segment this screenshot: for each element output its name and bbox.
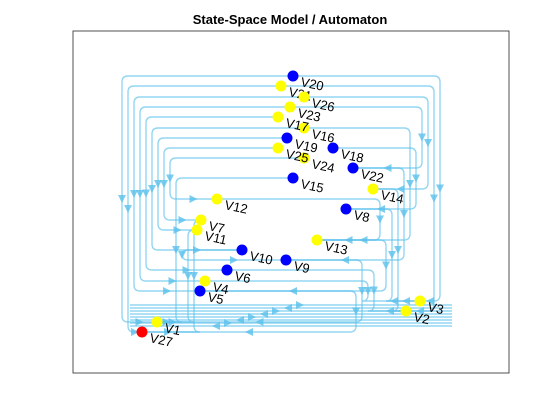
state-marker-v6 [222,265,233,276]
state-marker-v26 [299,92,310,103]
state-marker-v1 [152,317,163,328]
state-marker-v12 [212,194,223,205]
state-marker-v2 [401,306,412,317]
state-marker-v22 [348,163,359,174]
state-marker-v25 [273,143,284,154]
state-marker-v17 [273,112,284,123]
state-marker-v13 [312,235,323,246]
state-marker-v18 [328,143,339,154]
state-marker-v8 [341,204,352,215]
state-marker-v19 [282,133,293,144]
state-marker-v9 [281,255,292,266]
state-marker-v3 [415,296,426,307]
state-marker-v23 [285,102,296,113]
state-marker-v7 [196,215,207,226]
diagram-title: State-Space Model / Automaton [193,12,388,27]
state-marker-v5 [195,286,206,297]
state-marker-v20 [288,71,299,82]
state-marker-v14 [368,184,379,195]
state-marker-v27 [137,327,148,338]
state-marker-v4 [200,276,211,287]
state-marker-v15 [288,173,299,184]
state-marker-v10 [237,245,248,256]
state-marker-v21 [276,81,287,92]
state-marker-v11 [192,225,203,236]
